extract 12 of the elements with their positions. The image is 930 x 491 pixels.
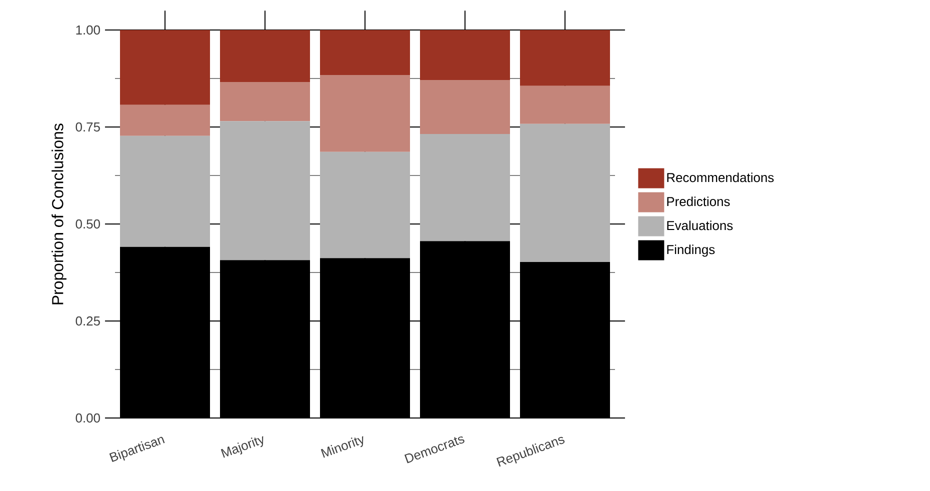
y-tick-label: 1.00 xyxy=(76,25,100,35)
y-tick-label: 0.25 xyxy=(76,316,100,326)
legend-label: Recommendations xyxy=(667,172,774,182)
y-axis-title: Proportion of Conclusions xyxy=(52,124,66,304)
y-tick-label: 0.75 xyxy=(76,122,100,132)
y-tick-label: 0.50 xyxy=(76,219,100,229)
legend-label: Evaluations xyxy=(667,220,733,230)
legend-label: Predictions xyxy=(667,196,730,206)
x-tick-label: Majority xyxy=(220,436,264,458)
x-tick-label: Minority xyxy=(320,436,364,458)
legend-label: Findings xyxy=(667,244,715,257)
y-tick-label: 0.00 xyxy=(76,413,100,423)
